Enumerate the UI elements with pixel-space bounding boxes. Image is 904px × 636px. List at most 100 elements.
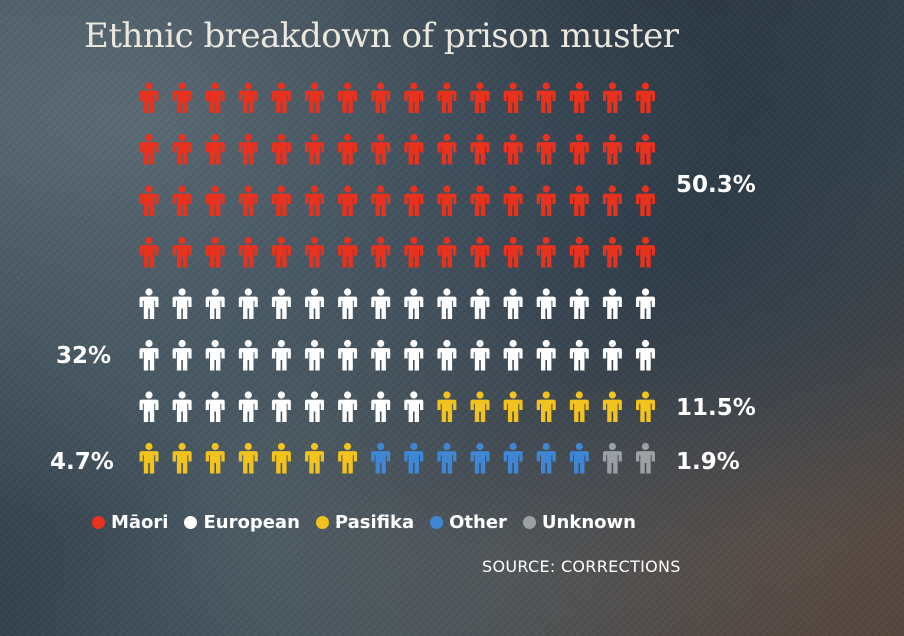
legend-item-unknown: Unknown xyxy=(522,512,636,533)
person-icon-other xyxy=(404,442,424,474)
legend-item-pasifika: Pasifika xyxy=(315,512,415,533)
person-icon-m-ori xyxy=(470,133,490,165)
person-icon-m-ori xyxy=(536,133,556,165)
person-icon-m-ori xyxy=(271,133,291,165)
person-icon-other xyxy=(536,442,556,474)
person-icon-m-ori xyxy=(503,185,523,216)
person-icon-m-ori xyxy=(172,185,192,216)
label-pasifika-pct: 11.5% xyxy=(676,395,756,421)
person-icon-m-ori xyxy=(205,236,225,268)
person-icon-m-ori xyxy=(470,236,490,268)
person-icon-european xyxy=(437,339,457,371)
person-icon-m-ori xyxy=(172,82,192,113)
person-icon-european xyxy=(305,391,324,422)
person-icon-european xyxy=(238,339,258,371)
legend-label-maori: Māori xyxy=(111,512,169,533)
person-icon-european xyxy=(238,391,258,422)
person-icon-european xyxy=(172,339,192,371)
person-icon-m-ori xyxy=(569,185,589,216)
person-icon-pasifika xyxy=(172,442,192,474)
person-icon-m-ori xyxy=(602,82,622,113)
person-icon-european xyxy=(470,288,490,319)
label-european-pct: 32% xyxy=(56,343,112,369)
person-icon-m-ori xyxy=(271,82,291,113)
person-icon-european xyxy=(503,288,523,319)
person-icon-european xyxy=(503,339,523,371)
person-icon-m-ori xyxy=(305,185,324,216)
person-icon-european xyxy=(404,288,424,319)
legend-label-pasifika: Pasifika xyxy=(334,512,415,533)
person-icon-m-ori xyxy=(602,185,622,216)
person-icon-m-ori xyxy=(271,185,291,216)
person-icon-m-ori xyxy=(238,133,258,165)
person-icon-m-ori xyxy=(338,133,358,165)
person-icon-m-ori xyxy=(404,236,424,268)
person-icon-other xyxy=(470,442,490,474)
person-icon-m-ori xyxy=(470,82,490,113)
person-icon-european xyxy=(569,339,589,371)
legend-item-other: Other xyxy=(430,512,507,533)
person-icon-pasifika xyxy=(305,442,324,474)
person-icon-m-ori xyxy=(636,133,655,165)
person-icon-m-ori xyxy=(205,185,225,216)
person-icon-m-ori xyxy=(437,236,457,268)
person-icon-european xyxy=(371,391,391,422)
person-icon-m-ori xyxy=(404,185,424,216)
person-icon-m-ori xyxy=(139,236,159,268)
person-icon-m-ori xyxy=(139,82,159,113)
person-icon-m-ori xyxy=(139,185,159,216)
person-icon-pasifika xyxy=(205,442,225,474)
person-icon-m-ori xyxy=(503,133,523,165)
legend-label-other: Other xyxy=(449,512,507,533)
person-icon-pasifika xyxy=(238,442,258,474)
person-icon-european xyxy=(305,339,324,371)
person-icon-other xyxy=(371,442,391,474)
person-icon-european xyxy=(636,288,655,319)
person-icon-pasifika xyxy=(602,391,622,422)
person-icon-m-ori xyxy=(305,133,324,165)
person-icon-european xyxy=(536,339,556,371)
person-icon-m-ori xyxy=(172,133,192,165)
person-icon-european xyxy=(205,339,225,371)
person-icon-european xyxy=(271,339,291,371)
person-icon-m-ori xyxy=(602,133,622,165)
person-icon-m-ori xyxy=(371,82,391,113)
person-icon-european xyxy=(172,288,192,319)
label-other-pct: 4.7% xyxy=(50,449,114,475)
person-icon-pasifika xyxy=(437,391,457,422)
person-icon-european xyxy=(271,288,291,319)
person-icon-m-ori xyxy=(437,185,457,216)
person-icon-m-ori xyxy=(569,236,589,268)
person-icon-m-ori xyxy=(536,236,556,268)
person-icon-m-ori xyxy=(536,82,556,113)
person-icon-m-ori xyxy=(636,236,655,268)
person-icon-m-ori xyxy=(437,133,457,165)
person-icon-european xyxy=(271,391,291,422)
legend-swatch-maori xyxy=(92,516,105,529)
person-icon-european xyxy=(338,391,358,422)
person-icon-m-ori xyxy=(636,185,655,216)
legend-swatch-unknown xyxy=(522,516,536,529)
person-icon-european xyxy=(238,288,258,319)
person-icon-m-ori xyxy=(305,82,324,113)
person-icon-m-ori xyxy=(205,82,225,113)
person-icon-m-ori xyxy=(371,185,391,216)
legend-swatch-pasifika xyxy=(315,516,329,529)
person-icon-m-ori xyxy=(569,82,589,113)
person-icon-european xyxy=(205,391,225,422)
legend-swatch-european xyxy=(184,516,198,529)
person-icon-m-ori xyxy=(371,133,391,165)
chart-title: Ethnic breakdown of prison muster xyxy=(84,16,679,56)
person-icon-other xyxy=(569,442,589,474)
label-maori-pct: 50.3% xyxy=(676,172,756,198)
person-icon-m-ori xyxy=(470,185,490,216)
person-icon-other xyxy=(503,442,523,474)
label-unknown-pct: 1.9% xyxy=(676,449,740,475)
person-icon-m-ori xyxy=(371,236,391,268)
person-icon-european xyxy=(371,339,391,371)
person-icon-unknown xyxy=(636,442,655,474)
person-icon-m-ori xyxy=(139,133,159,165)
person-icon-european xyxy=(437,288,457,319)
person-icon-european xyxy=(338,339,358,371)
person-icon-m-ori xyxy=(271,236,291,268)
